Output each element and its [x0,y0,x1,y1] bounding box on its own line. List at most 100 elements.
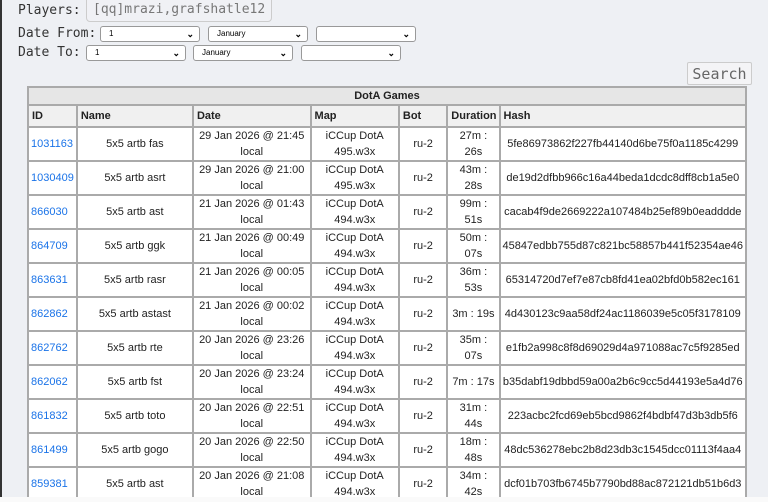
search-button[interactable]: Search [687,62,752,85]
game-map-cell: iCCup DotA 494.w3x [309,262,400,298]
game-bot: ru-2 [413,172,433,184]
game-name-cell: 5x5 artb ast [75,466,194,502]
date-to-day-select[interactable]: 1 ⌄ [86,45,186,61]
game-date-cell: 29 Jan 2026 @ 21:45 local [191,126,312,162]
game-bot-cell: ru-2 [397,262,449,298]
game-id-link[interactable]: 1030409 [31,172,74,184]
game-bot: ru-2 [413,342,433,354]
game-id-link[interactable]: 864709 [31,240,68,252]
game-id-link-cell: 859381 [27,466,78,502]
table-row: 862062 5x5 artb fst 20 Jan 2026 @ 23:24 lo… [27,364,748,400]
players-input[interactable]: [qq]mrazi,grafshatle12 [86,0,272,22]
game-date: 20 Jan 2026 @ 22:51 local [199,402,305,430]
game-id-link[interactable]: 866030 [31,206,68,218]
game-date: 21 Jan 2026 @ 00:02 local [199,300,305,328]
selected-value: 1 [109,29,114,38]
header-map: Map [309,104,400,128]
game-name-cell: 5x5 artb toto [75,398,194,434]
game-date-cell: 20 Jan 2026 @ 22:51 local [191,398,312,434]
table-row: 862862 5x5 artb astast 21 Jan 2026 @ 00:02… [27,296,748,332]
game-bot-cell: ru-2 [397,364,449,400]
game-date-cell: 20 Jan 2026 @ 22:50 local [191,432,312,468]
game-hash: 45847edbb755d87c821bc58857b441f52354ae46 [502,240,743,252]
games-table: DotA Games ID Name Date Map Bot Duration… [27,86,748,502]
game-name: 5x5 artb ggk [104,240,166,252]
date-from-month-select[interactable]: January ⌄ [208,26,308,42]
game-name-cell: 5x5 artb fas [75,126,194,162]
header-hash: Hash [498,104,748,128]
table-row: 864709 5x5 artb ggk 21 Jan 2026 @ 00:49 lo… [27,228,748,264]
date-to-month-select[interactable]: January ⌄ [193,45,293,61]
game-bot-cell: ru-2 [397,228,449,264]
game-name: 5x5 artb fas [106,138,164,150]
date-from-label: Date From: [18,26,97,41]
game-duration: 50m : 07s [459,232,488,260]
table-row: 861499 5x5 artb gogo 20 Jan 2026 @ 22:50 l… [27,432,748,468]
table-row: 866030 5x5 artb ast 21 Jan 2026 @ 01:43 lo… [27,194,748,230]
game-name: 5x5 artb rte [107,342,163,354]
bottom-strip [0,497,768,502]
table-row: 1030409 5x5 artb asrt 29 Jan 2026 @ 21:00 … [27,160,748,196]
game-date: 21 Jan 2026 @ 00:49 local [199,232,305,260]
game-name: 5x5 artb rasr [104,274,166,286]
chevron-down-icon: ⌄ [387,48,395,58]
header-duration: Duration [446,104,501,128]
game-name-cell: 5x5 artb rte [75,330,194,366]
game-date-cell: 20 Jan 2026 @ 21:08 local [191,466,312,502]
table-row: 862762 5x5 artb rte 20 Jan 2026 @ 23:26 lo… [27,330,748,366]
game-hash-cell: dcf01b703fb6745b7790bd88ac872121db51b6d3 [498,466,748,502]
game-bot-cell: ru-2 [397,160,449,196]
game-id-link[interactable]: 862862 [31,308,68,320]
game-id-link[interactable]: 863631 [31,274,68,286]
game-hash-cell: 4d430123c9aa58df24ac1186039e5c05f3178109 [498,296,748,332]
game-id-link[interactable]: 861499 [31,444,68,456]
game-id-link[interactable]: 1031163 [31,138,74,150]
table-row: 861832 5x5 artb toto 20 Jan 2026 @ 22:51 l… [27,398,748,434]
game-hash-cell: 5fe86973862f227fb44140d6be75f0a1185c4299 [498,126,748,162]
game-duration-cell: 18m : 48s [446,432,501,468]
game-map: iCCup DotA 494.w3x [325,470,384,498]
game-map-cell: iCCup DotA 494.w3x [309,364,400,400]
game-hash: cacab4f9de2669222a107484b25ef89b0eadddde [504,206,742,218]
game-id-link[interactable]: 862762 [31,342,68,354]
game-map: iCCup DotA 494.w3x [325,198,384,226]
players-label: Players: [18,3,81,18]
game-id-link-cell: 1031163 [27,126,78,162]
date-from-day-select[interactable]: 1 ⌄ [100,26,200,42]
window-edge [0,0,2,497]
game-id-link[interactable]: 859381 [31,478,68,490]
selected-value: January [202,48,231,57]
game-duration: 18m : 48s [459,436,488,464]
header-bot: Bot [397,104,449,128]
game-hash-cell: cacab4f9de2669222a107484b25ef89b0eadddde [498,194,748,230]
game-id-link-cell: 861832 [27,398,78,434]
game-bot-cell: ru-2 [397,398,449,434]
game-duration: 7m : 17s [452,376,495,388]
game-date-cell: 21 Jan 2026 @ 01:43 local [191,194,312,230]
game-duration-cell: 3m : 19s [446,296,501,332]
game-hash-cell: b35dabf19dbbd59a00a2b6c9cc5d44193e5a4d76 [498,364,748,400]
game-date: 20 Jan 2026 @ 22:50 local [199,436,305,464]
game-hash: b35dabf19dbbd59a00a2b6c9cc5d44193e5a4d76 [502,376,743,388]
game-id-link[interactable]: 861832 [31,410,68,422]
game-name: 5x5 artb asrt [104,172,166,184]
game-map: iCCup DotA 494.w3x [325,334,384,362]
game-duration: 3m : 19s [452,308,495,320]
date-from-year-select[interactable]: ⌄ [316,26,416,42]
game-name-cell: 5x5 artb asrt [75,160,194,196]
table-row: 859381 5x5 artb ast 20 Jan 2026 @ 21:08 lo… [27,466,748,502]
game-hash-cell: 65314720d7ef7e87cb8fd41ea02bfd0b582ec161 [498,262,748,298]
game-duration: 34m : 42s [459,470,488,498]
game-duration: 36m : 53s [459,266,488,294]
game-id-link[interactable]: 862062 [31,376,68,388]
game-map: iCCup DotA 494.w3x [325,232,384,260]
date-to-year-select[interactable]: ⌄ [301,45,401,61]
game-map-cell: iCCup DotA 494.w3x [309,398,400,434]
game-hash: 4d430123c9aa58df24ac1186039e5c05f3178109 [504,308,741,320]
game-id-link-cell: 862862 [27,296,78,332]
game-date: 29 Jan 2026 @ 21:00 local [199,164,305,192]
game-hash: 223acbc2fcd69eb5bcd9862f4bdbf47d3b3db5f6 [507,410,738,422]
game-name-cell: 5x5 artb astast [75,296,194,332]
game-map: iCCup DotA 494.w3x [325,368,384,396]
game-date-cell: 21 Jan 2026 @ 00:05 local [191,262,312,298]
